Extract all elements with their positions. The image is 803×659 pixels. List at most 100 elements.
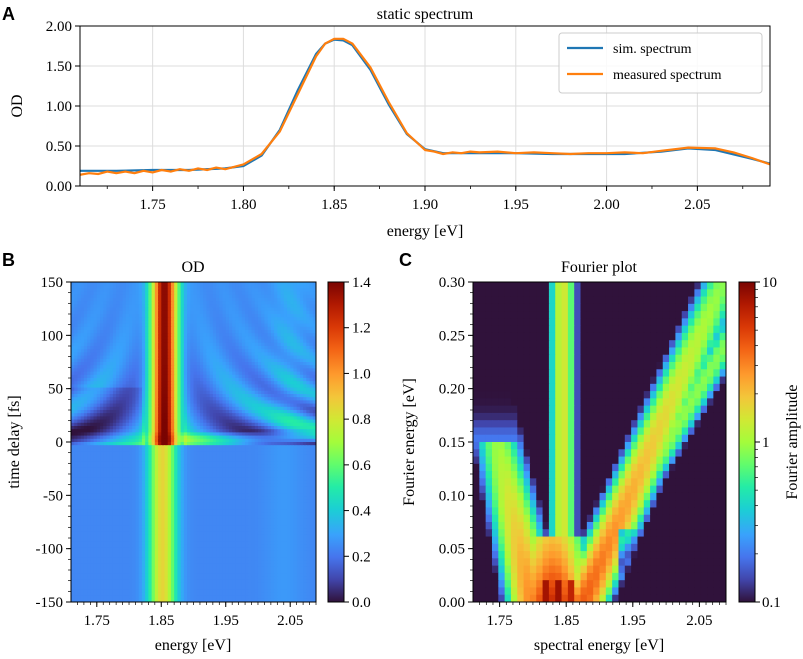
heatmap-cell (145, 304, 149, 309)
heatmap-cell (87, 323, 91, 328)
heatmap-cell (225, 339, 230, 344)
heatmap-cell (203, 352, 207, 357)
heatmap-cell (286, 282, 291, 286)
heatmap-cell (161, 330, 166, 334)
heatmap-cell (286, 394, 291, 398)
heatmap-cell (90, 301, 95, 305)
heatmap-cell (193, 390, 198, 395)
heatmap-cell (206, 288, 211, 293)
heatmap-cell (277, 474, 282, 478)
heatmap-cell (129, 368, 133, 373)
heatmap-cell (270, 346, 275, 350)
heatmap-cell (180, 394, 185, 398)
heatmap-cell (183, 390, 188, 395)
heatmap-cell (187, 435, 191, 440)
heatmap-cell (199, 362, 204, 366)
heatmap-cell (199, 330, 204, 334)
heatmap-cell (125, 346, 130, 350)
heatmap-cell (177, 483, 182, 488)
heatmap-cell (93, 285, 98, 289)
heatmap-cell (264, 368, 269, 373)
heatmap-cell (225, 432, 230, 437)
heatmap-cell (145, 464, 149, 469)
heatmap-cell (228, 400, 233, 405)
heatmap-cell (270, 403, 275, 408)
heatmap-cell (261, 467, 266, 472)
heatmap-cell (71, 483, 75, 488)
heatmap-cell (74, 358, 79, 363)
heatmap-cell (277, 387, 282, 392)
heatmap-cell (125, 458, 130, 462)
heatmap-cell (303, 291, 307, 296)
heatmap-cell (245, 314, 249, 318)
heatmap-cell (193, 291, 198, 296)
heatmap-cell (87, 317, 91, 321)
heatmap-cell (177, 368, 182, 373)
heatmap-cell (103, 448, 108, 453)
heatmap-cell (93, 400, 98, 405)
heatmap-cell (299, 480, 304, 485)
heatmap-cell (209, 470, 214, 475)
heatmap-cell (212, 454, 217, 459)
heatmap-cell (293, 480, 298, 485)
heatmap-cell (138, 362, 143, 366)
heatmap-cell (251, 387, 256, 392)
heatmap-cell (296, 445, 301, 449)
heatmap-cell (199, 426, 204, 430)
heatmap-cell (103, 461, 108, 465)
heatmap-cell (257, 464, 262, 469)
heatmap-cell (257, 410, 262, 414)
heatmap-cell (170, 317, 175, 321)
heatmap-cell (174, 346, 178, 350)
heatmap-cell (90, 314, 95, 318)
heatmap-cell (209, 474, 214, 478)
heatmap-cell (209, 378, 214, 382)
heatmap-cell (183, 413, 188, 417)
heatmap-cell (228, 394, 233, 398)
heatmap-cell (267, 317, 272, 321)
heatmap-cell (225, 442, 230, 446)
heatmap-cell (235, 323, 240, 328)
heatmap-cell (303, 403, 307, 408)
heatmap-cell (180, 326, 185, 331)
heatmap-cell (274, 336, 278, 341)
heatmap-cell (306, 339, 311, 344)
heatmap-cell (270, 368, 275, 373)
heatmap-cell (216, 282, 220, 286)
heatmap-cell (206, 454, 211, 459)
heatmap-cell (71, 403, 75, 408)
heatmap-cell (135, 342, 140, 347)
heatmap-cell (225, 298, 230, 302)
heatmap-cell (303, 429, 307, 433)
heatmap-cell (193, 384, 198, 389)
heatmap-cell (96, 339, 101, 344)
heatmap-cell (190, 474, 195, 478)
heatmap-cell (161, 381, 166, 385)
heatmap-cell (135, 454, 140, 459)
heatmap-cell (270, 381, 275, 385)
heatmap-cell (251, 378, 256, 382)
heatmap-cell (167, 349, 172, 353)
heatmap-cell (83, 474, 88, 478)
heatmap-cell (174, 342, 178, 347)
heatmap-cell (145, 342, 149, 347)
heatmap-cell (238, 346, 243, 350)
heatmap-cell (261, 346, 266, 350)
heatmap-cell (158, 358, 162, 363)
heatmap-cell (71, 304, 75, 309)
heatmap-cell (183, 301, 188, 305)
heatmap-cell (183, 355, 188, 360)
heatmap-cell (199, 422, 204, 427)
heatmap-cell (80, 323, 85, 328)
heatmap-cell (206, 445, 211, 449)
heatmap-cell (270, 438, 275, 443)
heatmap-cell (83, 371, 88, 376)
heatmap-cell (83, 326, 88, 331)
heatmap-cell (296, 323, 301, 328)
heatmap-cell (306, 378, 311, 382)
heatmap-cell (183, 410, 188, 414)
heatmap-cell (148, 397, 153, 401)
heatmap-cell (138, 310, 143, 315)
heatmap-cell (183, 288, 188, 293)
heatmap-cell (174, 397, 178, 401)
